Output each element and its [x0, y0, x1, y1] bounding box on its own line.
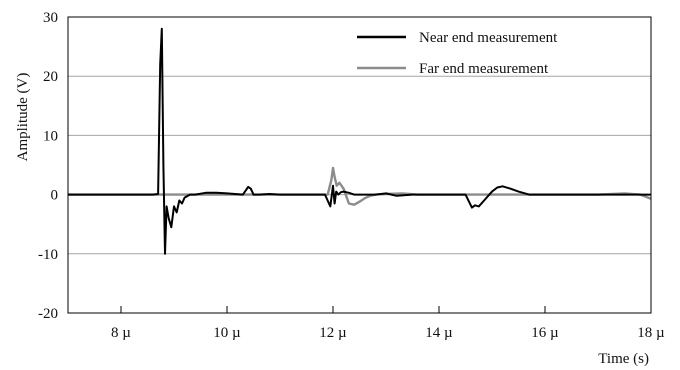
axis-ticks: 30 20 10 0 -10 -20 8 µ 10 µ 12 µ 14 µ 16 µ 18 µ	[38, 10, 665, 341]
y-tick-label: 0	[51, 188, 59, 204]
x-tick-label: 14 µ	[425, 325, 453, 341]
x-axis-label: Time (s)	[598, 351, 649, 367]
y-tick-label: -20	[38, 306, 58, 322]
grid-lines	[68, 75, 651, 255]
legend: Near end measurement Far end measurement	[357, 30, 558, 77]
series-lines	[68, 27, 652, 255]
y-tick-label: 20	[43, 69, 58, 85]
y-tick-label: -10	[38, 247, 58, 263]
x-tick-label: 16 µ	[531, 325, 559, 341]
x-tick-label: 18 µ	[637, 325, 665, 341]
x-tick-label: 8 µ	[111, 325, 131, 341]
x-tick-label: 10 µ	[213, 325, 241, 341]
legend-label: Near end measurement	[419, 30, 558, 46]
series-line-far-end	[68, 166, 652, 206]
y-tick-label: 10	[43, 128, 58, 144]
series-line-near-end	[68, 27, 651, 255]
plot-frame	[67, 16, 652, 314]
x-tick-label: 12 µ	[319, 325, 347, 341]
y-axis-label: Amplitude (V)	[15, 73, 31, 162]
y-tick-label: 30	[43, 10, 58, 26]
legend-label: Far end measurement	[419, 61, 549, 77]
